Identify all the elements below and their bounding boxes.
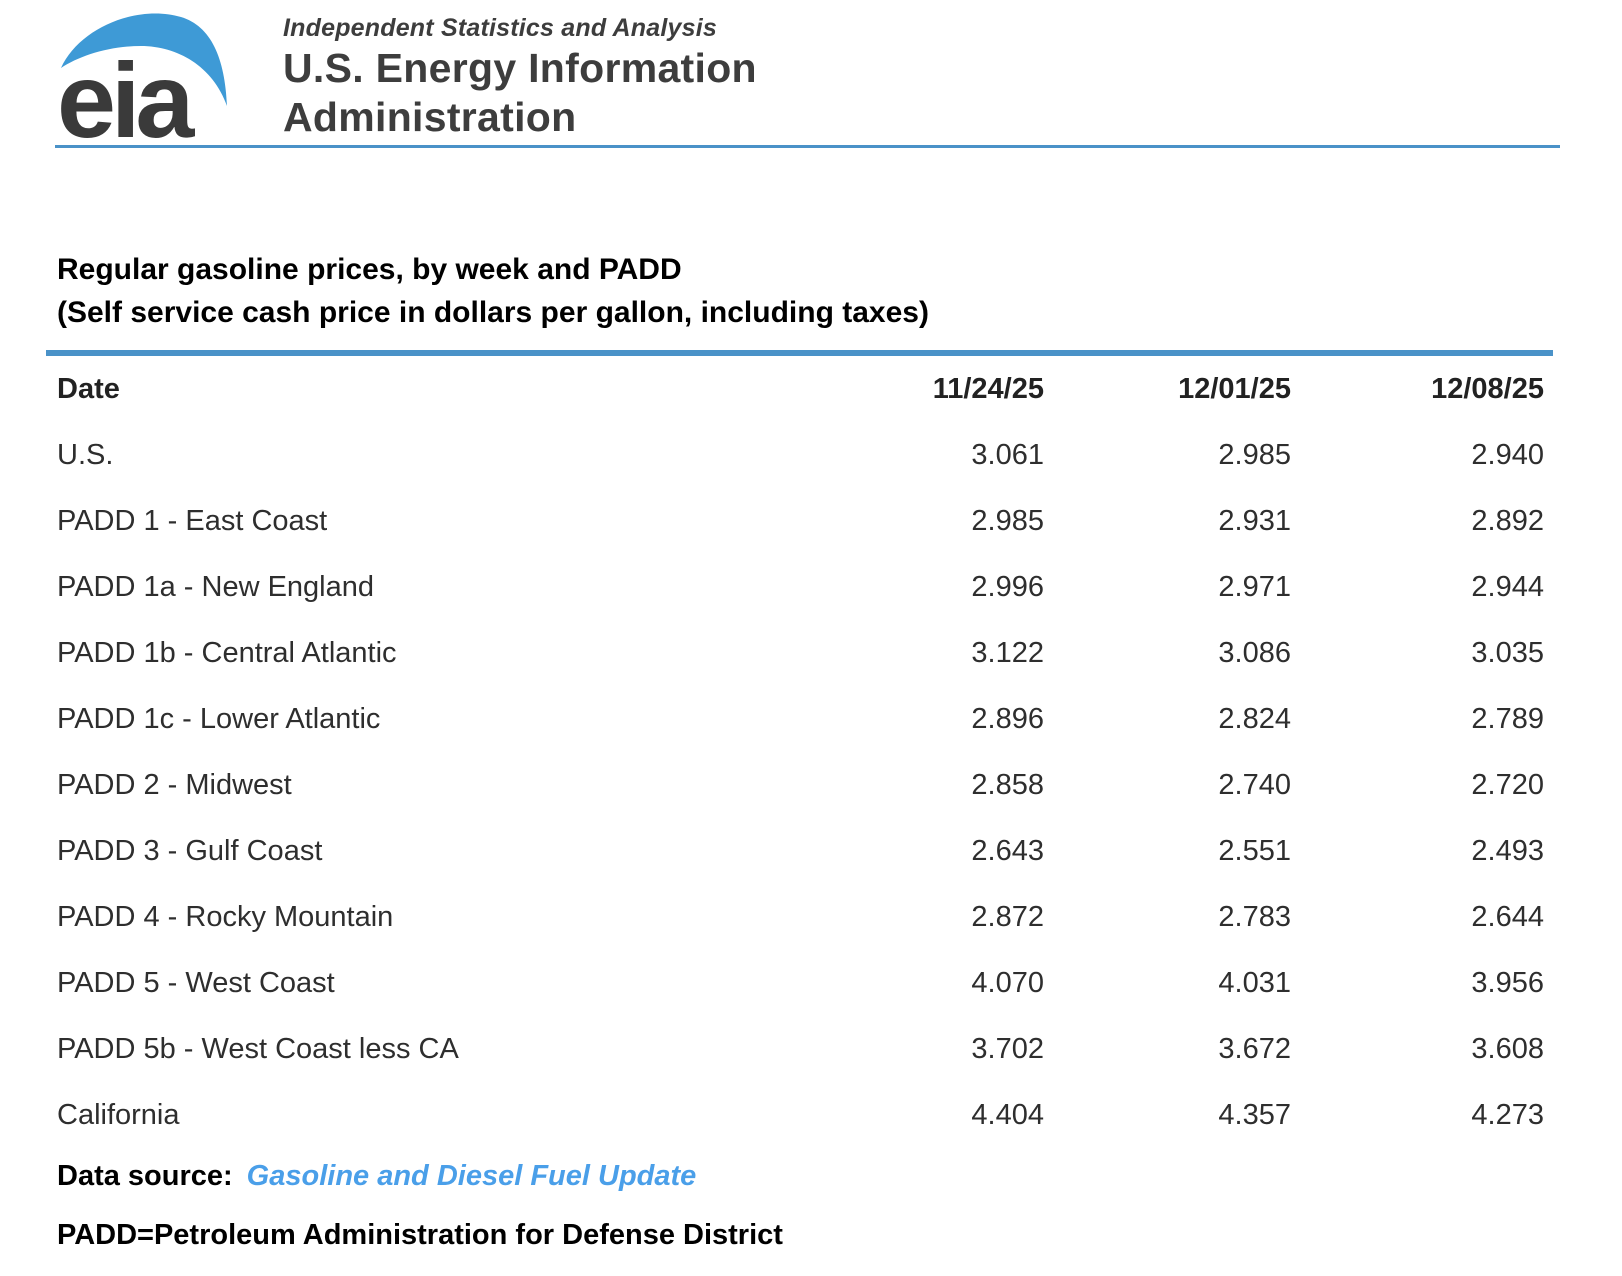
price-cell: 3.086	[1218, 636, 1291, 669]
price-cell: 2.985	[971, 504, 1044, 537]
column-header-week3: 12/08/25	[1431, 372, 1544, 405]
price-cell: 2.551	[1218, 834, 1291, 867]
price-cell: 2.872	[971, 900, 1044, 933]
price-cell: 2.892	[1471, 504, 1544, 537]
column-header-week1: 11/24/25	[932, 372, 1044, 405]
price-cell: 2.493	[1471, 834, 1544, 867]
data-source-label: Data source:	[57, 1160, 233, 1192]
price-cell: 2.858	[971, 768, 1044, 801]
eia-logo-text: eia	[57, 42, 195, 143]
table-header-row: Date 11/24/25 12/01/25 12/08/25	[46, 353, 1553, 422]
masthead-tagline: Independent Statistics and Analysis	[283, 14, 717, 42]
price-cell: 2.783	[1218, 900, 1291, 933]
price-cell: 3.122	[971, 636, 1044, 669]
price-cell: 4.070	[971, 966, 1044, 999]
eia-masthead: eia Independent Statistics and Analysis …	[0, 0, 1622, 143]
header-divider	[55, 145, 1560, 148]
table-row: PADD 3 - Gulf Coast 2.643 2.551 2.493	[46, 818, 1553, 884]
table-row: PADD 1c - Lower Atlantic 2.896 2.824 2.789	[46, 686, 1553, 752]
table-row: California 4.404 4.357 4.273	[46, 1082, 1553, 1148]
price-cell: 2.720	[1471, 768, 1544, 801]
price-cell: 3.035	[1471, 636, 1544, 669]
price-cell: 2.643	[971, 834, 1044, 867]
column-header-week2: 12/01/25	[1178, 372, 1291, 405]
table-row: PADD 5 - West Coast 4.070 4.031 3.956	[46, 950, 1553, 1016]
table-row: U.S. 3.061 2.985 2.940	[46, 422, 1553, 488]
row-label: PADD 1c - Lower Atlantic	[57, 702, 381, 735]
org-name-line2: Administration	[283, 94, 577, 140]
price-cell: 3.956	[1471, 966, 1544, 999]
price-cell: 2.971	[1218, 570, 1291, 603]
price-cell: 4.031	[1218, 966, 1291, 999]
row-label: PADD 3 - Gulf Coast	[57, 834, 323, 867]
price-cell: 2.996	[971, 570, 1044, 603]
price-cell: 2.644	[1471, 900, 1544, 933]
price-cell: 3.672	[1218, 1032, 1291, 1065]
table-row: PADD 4 - Rocky Mountain 2.872 2.783 2.644	[46, 884, 1553, 950]
report-title: Regular gasoline prices, by week and PAD…	[57, 248, 1622, 334]
table-row: PADD 1a - New England 2.996 2.971 2.944	[46, 554, 1553, 620]
eia-swoosh-icon	[61, 13, 227, 106]
row-label: PADD 2 - Midwest	[57, 768, 292, 801]
row-label: PADD 4 - Rocky Mountain	[57, 900, 394, 933]
row-label: PADD 1 - East Coast	[57, 504, 328, 537]
row-label: PADD 5b - West Coast less CA	[57, 1032, 459, 1065]
row-label: California	[57, 1098, 180, 1131]
masthead-text: Independent Statistics and Analysis U.S.…	[283, 10, 757, 142]
column-header-date: Date	[57, 372, 120, 405]
table-row: PADD 1b - Central Atlantic 3.122 3.086 3.03…	[46, 620, 1553, 686]
price-cell: 2.931	[1218, 504, 1291, 537]
price-cell: 2.940	[1471, 438, 1544, 471]
price-cell: 2.740	[1218, 768, 1291, 801]
report-title-line1: Regular gasoline prices, by week and PAD…	[57, 253, 682, 286]
price-cell: 4.273	[1471, 1098, 1544, 1131]
price-cell: 2.944	[1471, 570, 1544, 603]
price-cell: 4.357	[1218, 1098, 1291, 1131]
row-label: PADD 1a - New England	[57, 570, 375, 603]
gasoline-price-table: Date 11/24/25 12/01/25 12/08/25 U.S. 3.06…	[46, 350, 1553, 1148]
table-row: PADD 1 - East Coast 2.985 2.931 2.892	[46, 488, 1553, 554]
row-label: U.S.	[57, 438, 114, 471]
price-cell: 3.061	[971, 438, 1044, 471]
price-cell: 3.608	[1471, 1032, 1544, 1065]
price-cell: 2.789	[1471, 702, 1544, 735]
padd-definition-note: PADD=Petroleum Administration for Defens…	[57, 1219, 783, 1251]
row-label: PADD 1b - Central Atlantic	[57, 636, 397, 669]
eia-logo: eia	[57, 13, 227, 143]
data-source-link[interactable]: Gasoline and Diesel Fuel Update	[246, 1160, 697, 1192]
org-name-line1: U.S. Energy Information	[283, 45, 757, 91]
price-cell: 3.702	[971, 1032, 1044, 1065]
report-title-line2: (Self service cash price in dollars per …	[57, 296, 929, 329]
table-row: PADD 5b - West Coast less CA 3.702 3.672 3.…	[46, 1016, 1553, 1082]
row-label: PADD 5 - West Coast	[57, 966, 335, 999]
price-cell: 2.985	[1218, 438, 1291, 471]
data-source-line: Data source: Gasoline and Diesel Fuel Upd…	[57, 1160, 1622, 1193]
price-cell: 4.404	[971, 1098, 1044, 1131]
price-cell: 2.824	[1218, 702, 1291, 735]
table-row: PADD 2 - Midwest 2.858 2.740 2.720	[46, 752, 1553, 818]
price-cell: 2.896	[971, 702, 1044, 735]
